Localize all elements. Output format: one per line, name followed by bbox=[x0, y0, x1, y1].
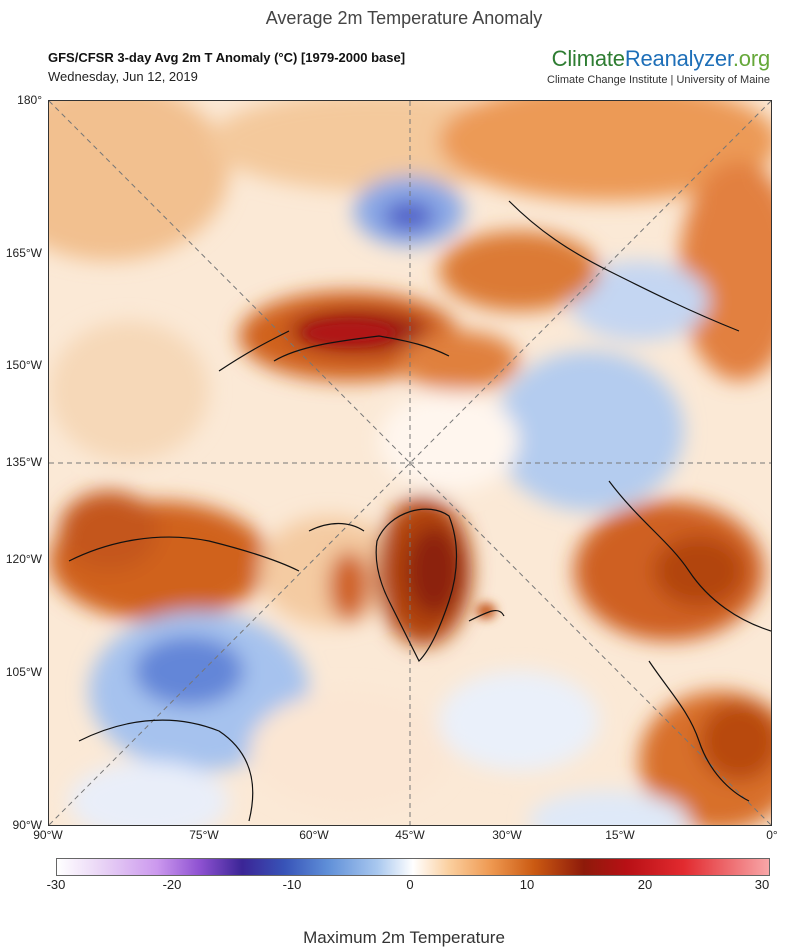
lat-label-1: 165°W bbox=[5, 246, 42, 260]
lat-label-5: 105°W bbox=[5, 665, 42, 679]
colorbar-tick-0: -30 bbox=[46, 877, 66, 892]
lon-label-5: 15°W bbox=[605, 828, 635, 842]
colorbar-tick-2: -10 bbox=[282, 877, 302, 892]
brand-part-reanalyzer: Reanalyzer bbox=[624, 46, 733, 71]
map-date: Wednesday, Jun 12, 2019 bbox=[48, 69, 198, 84]
lat-label-6: 90°W bbox=[12, 818, 42, 832]
brand-subtitle: Climate Change Institute | University of… bbox=[547, 74, 770, 86]
brand-part-climate: Climate bbox=[551, 46, 625, 71]
map-header: GFS/CFSR 3-day Avg 2m T Anomaly (°C) [19… bbox=[48, 50, 405, 84]
brand-logo[interactable]: ClimateReanalyzer.org Climate Change Ins… bbox=[547, 46, 770, 86]
lon-label-0: 90°W bbox=[33, 828, 63, 842]
lon-label-4: 30°W bbox=[492, 828, 522, 842]
graticule bbox=[49, 101, 771, 825]
lat-label-0: 180° bbox=[17, 93, 42, 107]
page-title: Average 2m Temperature Anomaly bbox=[265, 8, 543, 28]
map-title: GFS/CFSR 3-day Avg 2m T Anomaly (°C) [19… bbox=[48, 50, 406, 65]
colorbar-tick-4: 10 bbox=[519, 877, 535, 892]
lon-label-1: 75°W bbox=[189, 828, 219, 842]
lat-label-2: 150°W bbox=[5, 358, 42, 372]
colorbar bbox=[56, 858, 770, 876]
lat-label-3: 135°W bbox=[5, 455, 42, 469]
lon-label-6: 0° bbox=[766, 828, 778, 842]
footer-link[interactable]: Maximum 2m Temperature bbox=[303, 928, 505, 947]
brand-name: ClimateReanalyzer.org bbox=[547, 46, 771, 72]
colorbar-tick-6: 30 bbox=[754, 877, 770, 892]
colorbar-tick-3: 0 bbox=[406, 877, 414, 892]
lat-label-4: 120°W bbox=[5, 552, 42, 566]
coastlines bbox=[68, 200, 771, 822]
map-canvas bbox=[49, 101, 771, 825]
lon-label-2: 60°W bbox=[299, 828, 329, 842]
colorbar-tick-5: 20 bbox=[637, 877, 653, 892]
anomaly-map[interactable] bbox=[48, 100, 772, 826]
brand-part-org: .org bbox=[732, 46, 770, 71]
lon-label-3: 45°W bbox=[395, 828, 425, 842]
colorbar-tick-1: -20 bbox=[162, 877, 182, 892]
